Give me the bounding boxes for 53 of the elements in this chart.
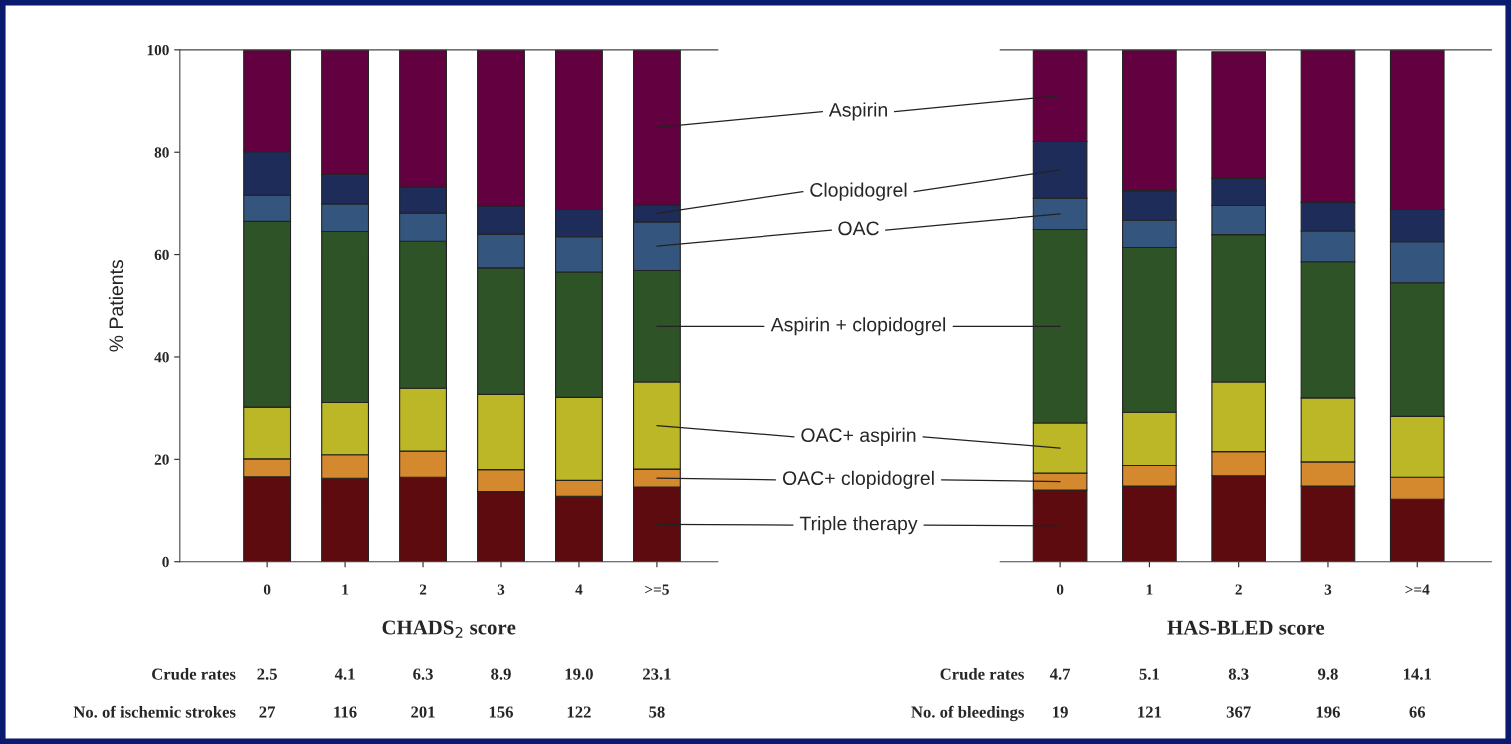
- text: Clopidogrel: [810, 182, 907, 201]
- text: OAC+ clopidogrel: [782, 470, 934, 489]
- x-axis-title: CHADS$_{2}$ score: [382, 620, 516, 638]
- x-tick-label: 3: [1324, 584, 1332, 595]
- x-tick-label: 0: [1056, 584, 1064, 595]
- text: 23.1: [643, 668, 671, 680]
- text: 8.3: [1228, 668, 1249, 680]
- text: 5.1: [1139, 668, 1159, 680]
- text: Aspirin + clopidogrel: [770, 317, 946, 336]
- text: 27: [259, 706, 276, 718]
- text: OAC+ aspirin: [801, 427, 916, 446]
- text: 122: [567, 706, 591, 718]
- text: 4.1: [334, 668, 355, 680]
- text: 6.3: [413, 668, 433, 680]
- x-tick-label: 0: [263, 584, 271, 595]
- text: 4.7: [1049, 668, 1071, 680]
- x-tick-label: 1: [1146, 584, 1153, 595]
- y-axis-title: % Patients: [108, 260, 124, 352]
- x-tick-label: 4: [575, 584, 583, 595]
- text: 196: [1316, 706, 1340, 718]
- x-axis-title: HAS-BLED score: [1167, 620, 1325, 635]
- x-tick-label: 2: [419, 584, 427, 595]
- text: Crude rates: [152, 667, 236, 680]
- y-tick-label: 20: [154, 454, 169, 465]
- text: 367: [1226, 706, 1251, 718]
- y-tick-label: 0: [162, 556, 169, 568]
- text: 121: [1138, 706, 1162, 718]
- text: 201: [411, 706, 435, 718]
- x-tick-label: 2: [1235, 584, 1242, 595]
- text: OAC: [838, 221, 879, 236]
- text: 58: [649, 706, 665, 718]
- text: 19: [1053, 706, 1068, 718]
- text: Aspirin: [828, 102, 887, 121]
- text: Triple therapy: [799, 516, 918, 535]
- y-tick-label: 80: [154, 147, 169, 158]
- text: 116: [334, 706, 357, 718]
- x-tick-label: >=4: [1405, 584, 1430, 595]
- x-tick-label: 1: [342, 584, 349, 595]
- x-tick-label: >=5: [645, 584, 669, 595]
- text: 2.5: [257, 668, 277, 680]
- text: Crude rates: [940, 667, 1024, 680]
- text: 14.1: [1404, 668, 1431, 680]
- text: 66: [1409, 706, 1426, 718]
- y-tick-label: 40: [154, 352, 169, 363]
- text: 9.8: [1318, 668, 1338, 680]
- text: No. of bleedings: [911, 705, 1024, 722]
- y-tick-label: 60: [154, 249, 169, 261]
- x-tick-label: 3: [497, 584, 505, 595]
- text: 156: [489, 706, 514, 718]
- text: 8.9: [491, 668, 511, 680]
- text: 19.0: [565, 668, 593, 680]
- y-tick-label: 100: [147, 44, 169, 56]
- text: No. of ischemic strokes: [73, 705, 236, 718]
